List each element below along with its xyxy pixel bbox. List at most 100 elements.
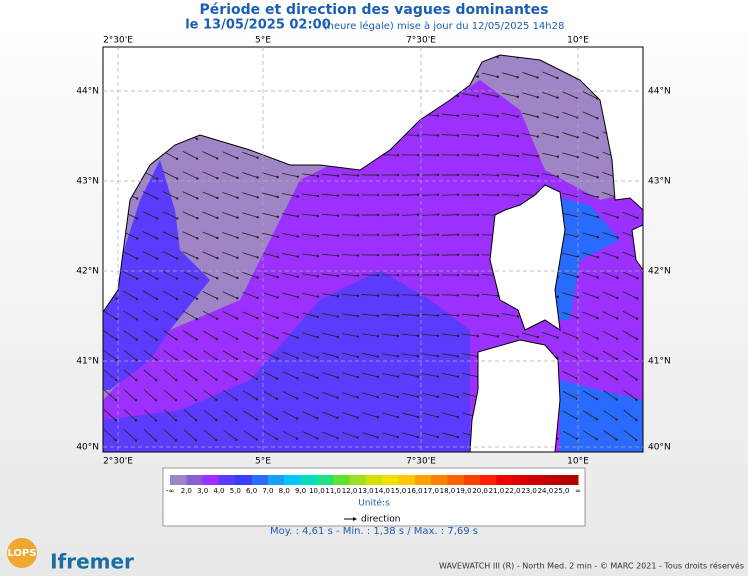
wave-arrow (442, 412, 458, 418)
wave-arrow (582, 291, 598, 299)
wave-arrow (422, 333, 438, 337)
wave-arrow-head (536, 335, 539, 339)
wave-arrow-head (175, 318, 178, 321)
wave-arrow-head (336, 234, 340, 237)
wave-arrow-head (396, 415, 399, 419)
wave-arrow (262, 370, 278, 380)
colorbar-label: 9,0 (295, 487, 306, 495)
wave-arrow-head (516, 115, 520, 118)
wave-arrow-head (316, 356, 319, 359)
wave-arrow-head (436, 294, 440, 297)
wave-arrow-head (556, 96, 559, 99)
wave-arrow-head (215, 317, 219, 321)
wave-arrow-head (196, 237, 199, 240)
wave-arrow-head (276, 255, 279, 259)
wave-arrow-head (596, 235, 599, 239)
wave-arrow-head (596, 256, 599, 259)
wave-arrow (142, 231, 158, 239)
wave-arrow (382, 412, 398, 418)
wave-arrow-head (536, 115, 539, 119)
wave-arrow (562, 390, 578, 400)
wave-arrow (143, 389, 157, 401)
wave-arrow (402, 353, 418, 357)
wave-arrow (282, 430, 298, 440)
wave-arrow-head (256, 176, 259, 179)
wave-arrow-head (436, 273, 440, 277)
wave-arrow (262, 232, 278, 238)
wave-arrow (222, 211, 238, 219)
sea-blue-west (103, 160, 210, 390)
wave-arrow-head (596, 296, 599, 299)
wave-arrow-head (476, 154, 480, 157)
wave-arrow (223, 370, 237, 380)
wave-arrow-head (396, 395, 399, 399)
wave-arrow (222, 231, 238, 239)
wave-arrow (122, 251, 138, 259)
land-corsica (489, 184, 566, 332)
wave-arrow-head (296, 397, 299, 400)
wave-arrow (342, 432, 358, 438)
wave-arrow (262, 172, 278, 178)
wave-arrow (562, 272, 578, 278)
wave-arrow (462, 333, 478, 337)
wave-arrow (142, 211, 158, 219)
wave-arrow-head (276, 276, 279, 279)
wave-arrow (441, 294, 459, 296)
wave-arrow-head (456, 153, 460, 157)
wave-arrow (462, 113, 478, 117)
wave-arrow-head (316, 315, 319, 319)
wave-arrow-head (436, 253, 440, 256)
wave-arrow (103, 409, 117, 421)
wave-arrow-head (336, 376, 339, 379)
wave-arrow-head (596, 337, 599, 340)
wave-arrow-head (496, 314, 500, 318)
wave-arrow (583, 410, 597, 420)
wave-arrow-head (235, 398, 238, 401)
wave-arrow-head (456, 213, 460, 216)
wave-arrow (322, 173, 338, 177)
wave-arrow (623, 350, 637, 360)
wave-arrow (362, 313, 378, 317)
wave-arrow (243, 390, 257, 400)
wave-arrow (582, 390, 598, 400)
wave-arrow (142, 251, 158, 259)
wave-arrow (302, 292, 318, 298)
wave-arrow (502, 72, 518, 78)
wave-arrow (341, 194, 359, 196)
lat-label-right: 44°N (648, 87, 671, 97)
wave-arrow-head (576, 136, 579, 139)
wave-arrow-head (336, 355, 339, 359)
wave-arrow (623, 370, 637, 380)
colorbar-label: 15,0 (391, 487, 407, 495)
wave-arrow (202, 310, 218, 320)
wave-arrow-head (615, 418, 618, 421)
wave-arrow-head (436, 233, 440, 236)
wave-arrow (602, 212, 618, 218)
wave-arrow-head (376, 193, 380, 197)
wave-arrow (603, 370, 617, 380)
wave-arrow-head (616, 236, 619, 239)
wave-arrow-head (195, 358, 198, 361)
wave-arrow-head (416, 213, 420, 216)
wave-arrow (482, 113, 498, 117)
wave-arrow (182, 191, 198, 199)
wave-arrow-head (496, 134, 500, 138)
wave-arrow-head (456, 334, 460, 338)
wave-arrow (542, 152, 558, 158)
wave-arrow-head (356, 436, 359, 439)
wave-arrow (302, 253, 318, 257)
wave-arrow (302, 332, 318, 338)
colorbar-label: 4,0 (213, 487, 224, 495)
wave-arrow (542, 91, 558, 99)
wave-arrow (622, 310, 638, 320)
wave-arrow-head (276, 195, 279, 199)
wave-arrow-head (196, 257, 199, 260)
wave-arrow (481, 293, 499, 297)
wave-arrow-head (456, 94, 460, 98)
wave-arrow (302, 431, 318, 439)
wave-arrow-head (376, 294, 380, 297)
wave-arrow-head (436, 193, 440, 196)
colorbar-swatch (480, 475, 497, 485)
wave-arrow (202, 291, 218, 299)
colorbar-swatch (545, 475, 563, 485)
